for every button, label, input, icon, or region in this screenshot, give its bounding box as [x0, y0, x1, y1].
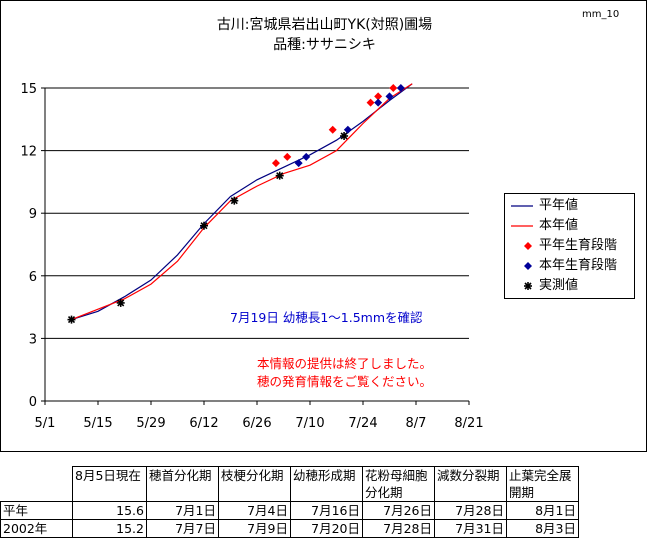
data-point-observed — [340, 131, 349, 140]
table-header-row: 8月5日現在 穂首分化期 枝梗分化期 幼穂形成期 花粉母細胞分化期 減数分裂期 … — [1, 466, 579, 502]
series-line-normal_line — [71, 83, 413, 321]
legend-symbol — [524, 282, 532, 290]
table-row: 平年 15.6 7月1日 7月4日 7月16日 7月26日 7月28日 8月1日 — [0, 501, 579, 520]
legend-label: 実測値 — [539, 278, 579, 293]
table-cell: 7月28日 — [362, 519, 435, 538]
table-cell: 7月4日 — [218, 501, 291, 520]
table-cell: 8月1日 — [506, 501, 579, 520]
legend-item: 平年生育段階 — [505, 236, 636, 256]
table-cell: 7月16日 — [290, 501, 363, 520]
x-tick-label: 5/1 — [35, 416, 56, 431]
table-header: 花粉母細胞分化期 — [362, 466, 435, 502]
data-point-current_stage — [302, 152, 311, 161]
series-line-current_line — [71, 83, 413, 321]
chart-svg: 0 3 6 9 12 15 5/1 5/15 5/29 6/12 6/26 7/10 7/24 8/7 8/… — [20, 82, 483, 431]
table-header: 枝梗分化期 — [218, 466, 291, 502]
data-point-normal_stage — [374, 92, 383, 101]
legend-label: 平年生育段階 — [539, 238, 618, 253]
legend-symbol — [524, 262, 532, 270]
y-tick-label: 3 — [29, 332, 37, 347]
end-notice-line2: 穂の発育情報をご覧ください。 — [257, 374, 433, 389]
y-tick-label: 0 — [29, 395, 37, 410]
end-notice-line1: 本情報の提供は終了しました。 — [257, 356, 433, 371]
legend-item: 平年値 — [505, 196, 636, 216]
data-point-current_stage — [385, 92, 394, 101]
table-corner — [1, 467, 73, 502]
x-tick-label: 6/12 — [189, 416, 218, 431]
row-label: 平年 — [0, 501, 73, 520]
data-point-normal_stage — [389, 84, 398, 92]
data-point-current_stage — [374, 98, 383, 107]
table-row: 2002年 15.2 7月7日 7月9日 7月20日 7月28日 7月31日 8… — [0, 519, 579, 538]
table-cell: 7月1日 — [146, 501, 219, 520]
chart-legend: 平年値本年値平年生育段階 本年生育段階 実測値 — [504, 193, 635, 299]
y-tick-label: 15 — [20, 82, 37, 97]
data-point-observed — [230, 196, 239, 205]
x-tick-label: 7/10 — [295, 416, 324, 431]
table-cell: 7月20日 — [290, 519, 363, 538]
chart-title-line2: 品種:ササニシキ — [273, 37, 376, 53]
x-tick-label: 7/24 — [348, 416, 377, 431]
data-point-normal_stage — [328, 125, 337, 134]
legend-item: 本年生育段階 — [505, 256, 636, 276]
legend-symbol — [524, 242, 532, 250]
data-point-observed — [275, 171, 284, 180]
table-header: 幼穂形成期 — [290, 466, 363, 502]
table-header: 止葉完全展開期 — [506, 466, 579, 502]
table-cell: 7月7日 — [146, 519, 219, 538]
data-point-normal_stage — [271, 159, 280, 168]
table-cell: 7月31日 — [434, 519, 507, 538]
data-point-current_stage — [343, 125, 352, 134]
data-point-observed — [200, 221, 208, 230]
x-tick-label: 6/26 — [242, 416, 271, 431]
table-cell: 7月26日 — [362, 501, 435, 520]
data-point-current_stage — [396, 84, 405, 92]
legend-label: 本年生育段階 — [539, 258, 618, 273]
table-cell: 7月28日 — [434, 501, 507, 520]
y-tick-label: 9 — [29, 207, 37, 222]
table-cell: 8月3日 — [506, 519, 579, 538]
x-tick-label: 5/29 — [136, 416, 165, 431]
row-label: 2002年 — [0, 519, 73, 538]
table-cell: 15.6 — [72, 501, 147, 520]
data-point-normal_stage — [366, 98, 375, 107]
confirm-note: 7月19日 幼穂長1～1.5mmを確認 — [230, 310, 423, 325]
table-cell: 15.2 — [72, 519, 147, 538]
x-tick-label: 5/15 — [83, 416, 112, 431]
legend-symbol — [511, 225, 533, 227]
data-point-current_stage — [294, 159, 303, 168]
table-cell: 7月9日 — [218, 519, 291, 538]
table-header: 減数分裂期 — [434, 466, 507, 502]
y-tick-label: 12 — [20, 145, 37, 160]
legend-label: 本年値 — [539, 218, 579, 233]
data-point-normal_stage — [283, 152, 292, 161]
legend-label: 平年値 — [539, 198, 579, 213]
table-header: 8月5日現在 — [72, 466, 147, 502]
legend-item: 本年値 — [505, 216, 636, 236]
x-tick-label: 8/7 — [406, 416, 427, 431]
x-tick-label: 8/21 — [454, 416, 483, 431]
legend-symbol — [511, 205, 533, 207]
data-point-observed — [116, 298, 125, 307]
data-point-observed — [67, 315, 76, 324]
y-tick-label: 6 — [29, 270, 37, 285]
stage-table: 8月5日現在 穂首分化期 枝梗分化期 幼穂形成期 花粉母細胞分化期 減数分裂期 … — [0, 466, 579, 538]
page-id: mm_10 — [582, 9, 620, 20]
chart-title-line1: 古川:宮城県岩出山町YK(対照)圃場 — [216, 17, 433, 33]
legend-item: 実測値 — [505, 276, 636, 296]
table-header: 穂首分化期 — [146, 466, 219, 502]
